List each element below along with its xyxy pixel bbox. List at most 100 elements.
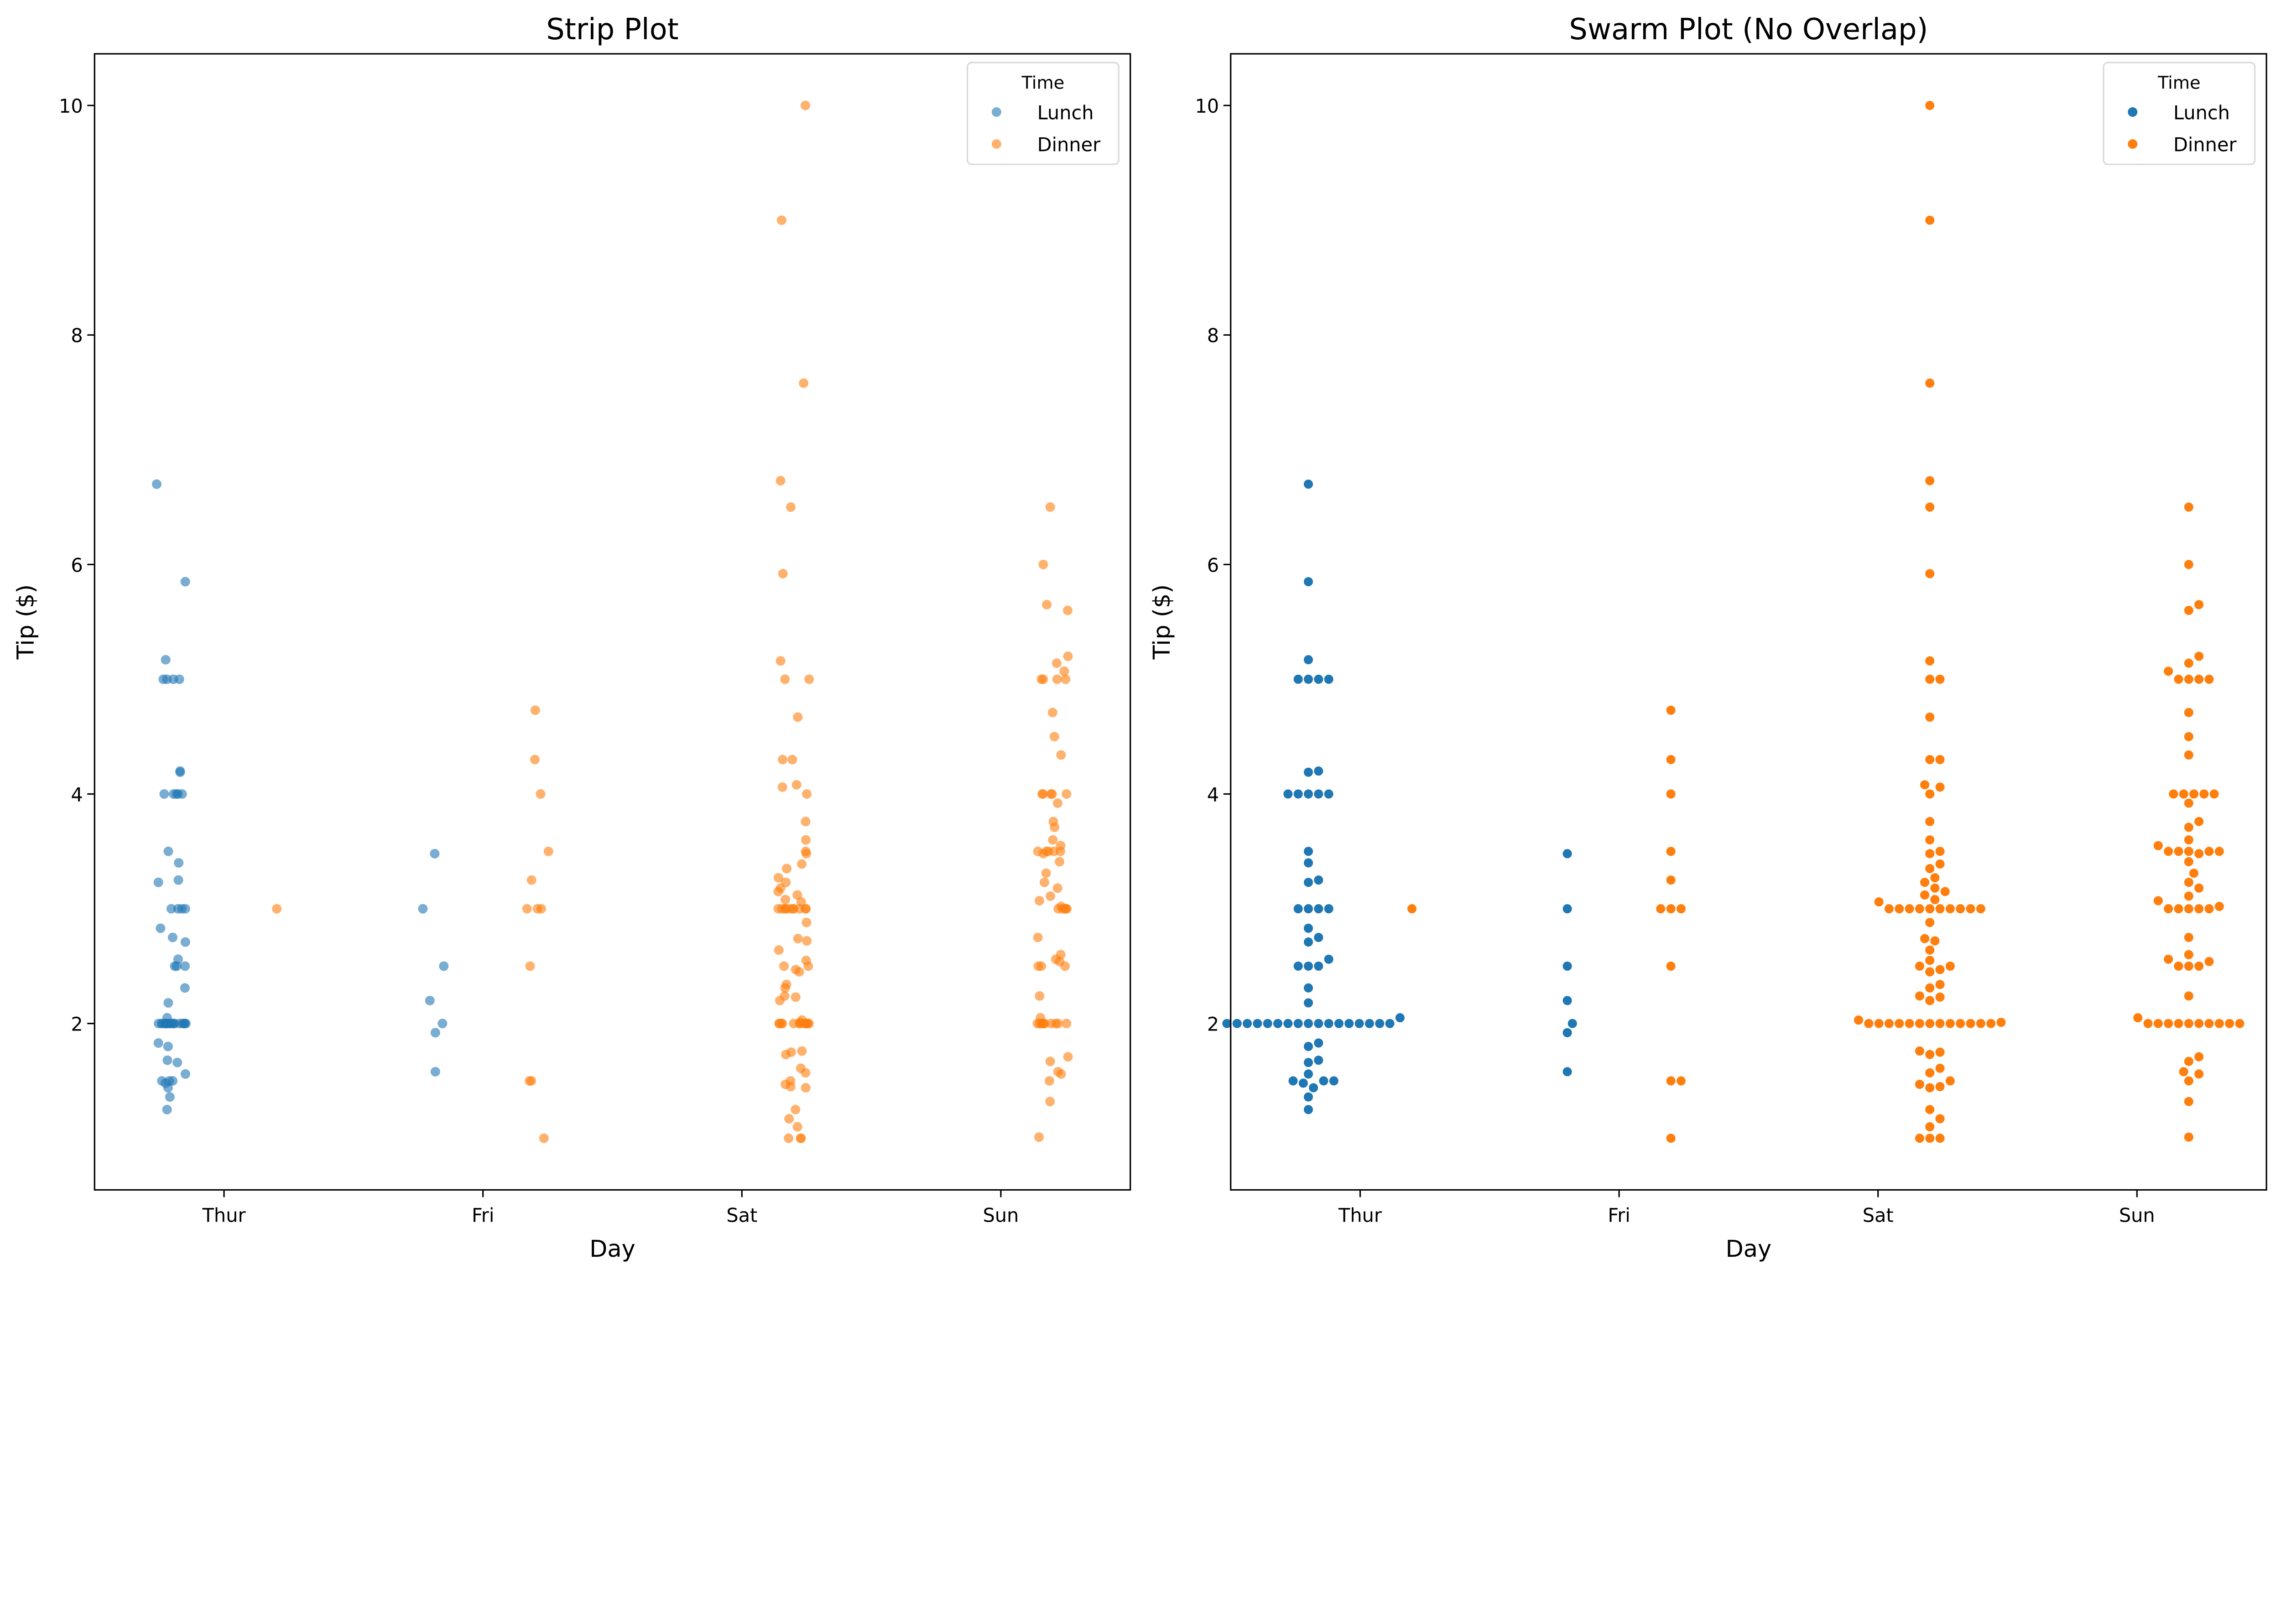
x-tick-label: Sun: [983, 1205, 1019, 1227]
data-point-dinner: [777, 782, 787, 792]
legend-box: [966, 62, 1120, 165]
data-point-dinner: [1925, 674, 1935, 684]
data-point-dinner: [784, 1133, 794, 1143]
data-point-dinner: [1925, 1018, 1935, 1029]
data-point-lunch: [1293, 961, 1303, 971]
data-point-lunch: [1313, 674, 1324, 684]
data-point-dinner: [786, 1082, 796, 1092]
data-point-dinner: [1666, 755, 1676, 765]
data-point-lunch: [1562, 961, 1573, 971]
data-point-dinner: [1914, 1133, 1925, 1144]
data-point-dinner: [1955, 904, 1966, 914]
data-point-dinner: [1045, 1057, 1055, 1067]
data-point-dinner: [1935, 1114, 1945, 1124]
data-point-dinner: [780, 983, 790, 993]
data-point-lunch: [430, 848, 440, 859]
data-point-dinner: [2204, 904, 2214, 914]
data-point-dinner: [1049, 846, 1059, 856]
data-point-dinner: [773, 873, 783, 883]
data-point-dinner: [1975, 904, 1986, 914]
data-point-lunch: [153, 877, 163, 887]
data-point-lunch: [163, 998, 173, 1008]
data-point-dinner: [1062, 605, 1073, 615]
data-point-lunch: [1562, 904, 1573, 914]
data-point-lunch: [1293, 674, 1303, 684]
data-point-lunch: [165, 1092, 175, 1102]
data-point-dinner: [1935, 859, 1945, 869]
data-point-dinner: [1925, 904, 1935, 914]
data-point-dinner: [774, 1019, 784, 1029]
data-point-lunch: [439, 961, 449, 971]
data-point-lunch: [1232, 1018, 1242, 1029]
data-point-dinner: [801, 904, 811, 914]
data-point-dinner: [787, 755, 797, 765]
data-point-dinner: [1904, 1018, 1915, 1029]
data-point-lunch: [1283, 789, 1293, 799]
data-point-lunch: [1252, 1018, 1263, 1029]
data-point-lunch: [1303, 923, 1313, 933]
data-point-dinner: [522, 904, 532, 914]
data-point-lunch: [1288, 1076, 1298, 1086]
data-point-dinner: [2183, 731, 2194, 742]
data-point-lunch: [1303, 858, 1313, 868]
data-point-lunch: [1303, 846, 1313, 857]
data-point-dinner: [794, 967, 804, 977]
data-point-dinner: [2214, 846, 2224, 857]
data-point-dinner: [2194, 904, 2204, 914]
data-point-dinner: [2163, 1018, 2174, 1029]
data-point-lunch: [1283, 1018, 1293, 1029]
data-point-dinner: [2173, 1018, 2184, 1029]
data-point-dinner: [525, 961, 535, 971]
data-point-dinner: [1676, 904, 1686, 914]
data-point-dinner: [1925, 816, 1935, 827]
data-point-dinner: [1930, 936, 1940, 946]
data-point-dinner: [2188, 868, 2199, 879]
data-point-lunch: [1303, 1104, 1313, 1115]
data-point-dinner: [780, 674, 790, 684]
data-point-dinner: [2194, 1069, 2204, 1079]
data-point-lunch: [1293, 1018, 1303, 1029]
legend-label-lunch: Lunch: [2173, 102, 2230, 124]
data-point-dinner: [2178, 1067, 2189, 1077]
data-point-dinner: [2194, 1018, 2204, 1029]
data-point-dinner: [2183, 674, 2194, 684]
data-point-dinner: [1035, 991, 1045, 1001]
data-point-dinner: [776, 656, 786, 666]
data-point-dinner: [2153, 895, 2163, 906]
x-tick-label: Thur: [1338, 1205, 1382, 1227]
x-tick-label: Sat: [726, 1205, 757, 1227]
data-point-lunch: [165, 1019, 175, 1029]
data-point-dinner: [1935, 1018, 1945, 1029]
data-point-dinner: [1925, 475, 1935, 486]
data-point-lunch: [1262, 1018, 1273, 1029]
data-point-lunch: [180, 577, 190, 587]
data-point-lunch: [177, 789, 187, 799]
data-point-lunch: [1313, 904, 1324, 914]
data-point-lunch: [1385, 1018, 1395, 1029]
data-point-dinner: [2183, 932, 2194, 942]
data-point-lunch: [180, 1069, 190, 1079]
data-point-dinner: [2214, 1018, 2224, 1029]
data-point-lunch: [170, 961, 180, 971]
data-point-lunch: [1303, 1018, 1313, 1029]
data-point-dinner: [1038, 848, 1048, 859]
data-point-lunch: [1375, 1018, 1385, 1029]
data-point-dinner: [791, 992, 801, 1002]
data-point-dinner: [1666, 846, 1676, 857]
data-point-dinner: [776, 476, 786, 486]
data-point-dinner: [1925, 917, 1935, 928]
data-point-dinner: [788, 904, 798, 914]
data-point-dinner: [1062, 789, 1072, 799]
data-point-dinner: [1036, 961, 1047, 971]
data-point-dinner: [2183, 822, 2194, 833]
data-point-dinner: [1052, 658, 1062, 668]
data-point-lunch: [1303, 937, 1313, 947]
data-point-dinner: [792, 780, 802, 790]
data-point-lunch: [163, 1083, 173, 1093]
data-point-dinner: [1925, 1122, 1935, 1132]
data-point-dinner: [2183, 605, 2194, 616]
data-point-dinner: [1040, 1019, 1050, 1029]
data-point-lunch: [1567, 1018, 1578, 1029]
data-point-dinner: [781, 1050, 791, 1060]
legend-label-lunch: Lunch: [1037, 102, 1094, 124]
